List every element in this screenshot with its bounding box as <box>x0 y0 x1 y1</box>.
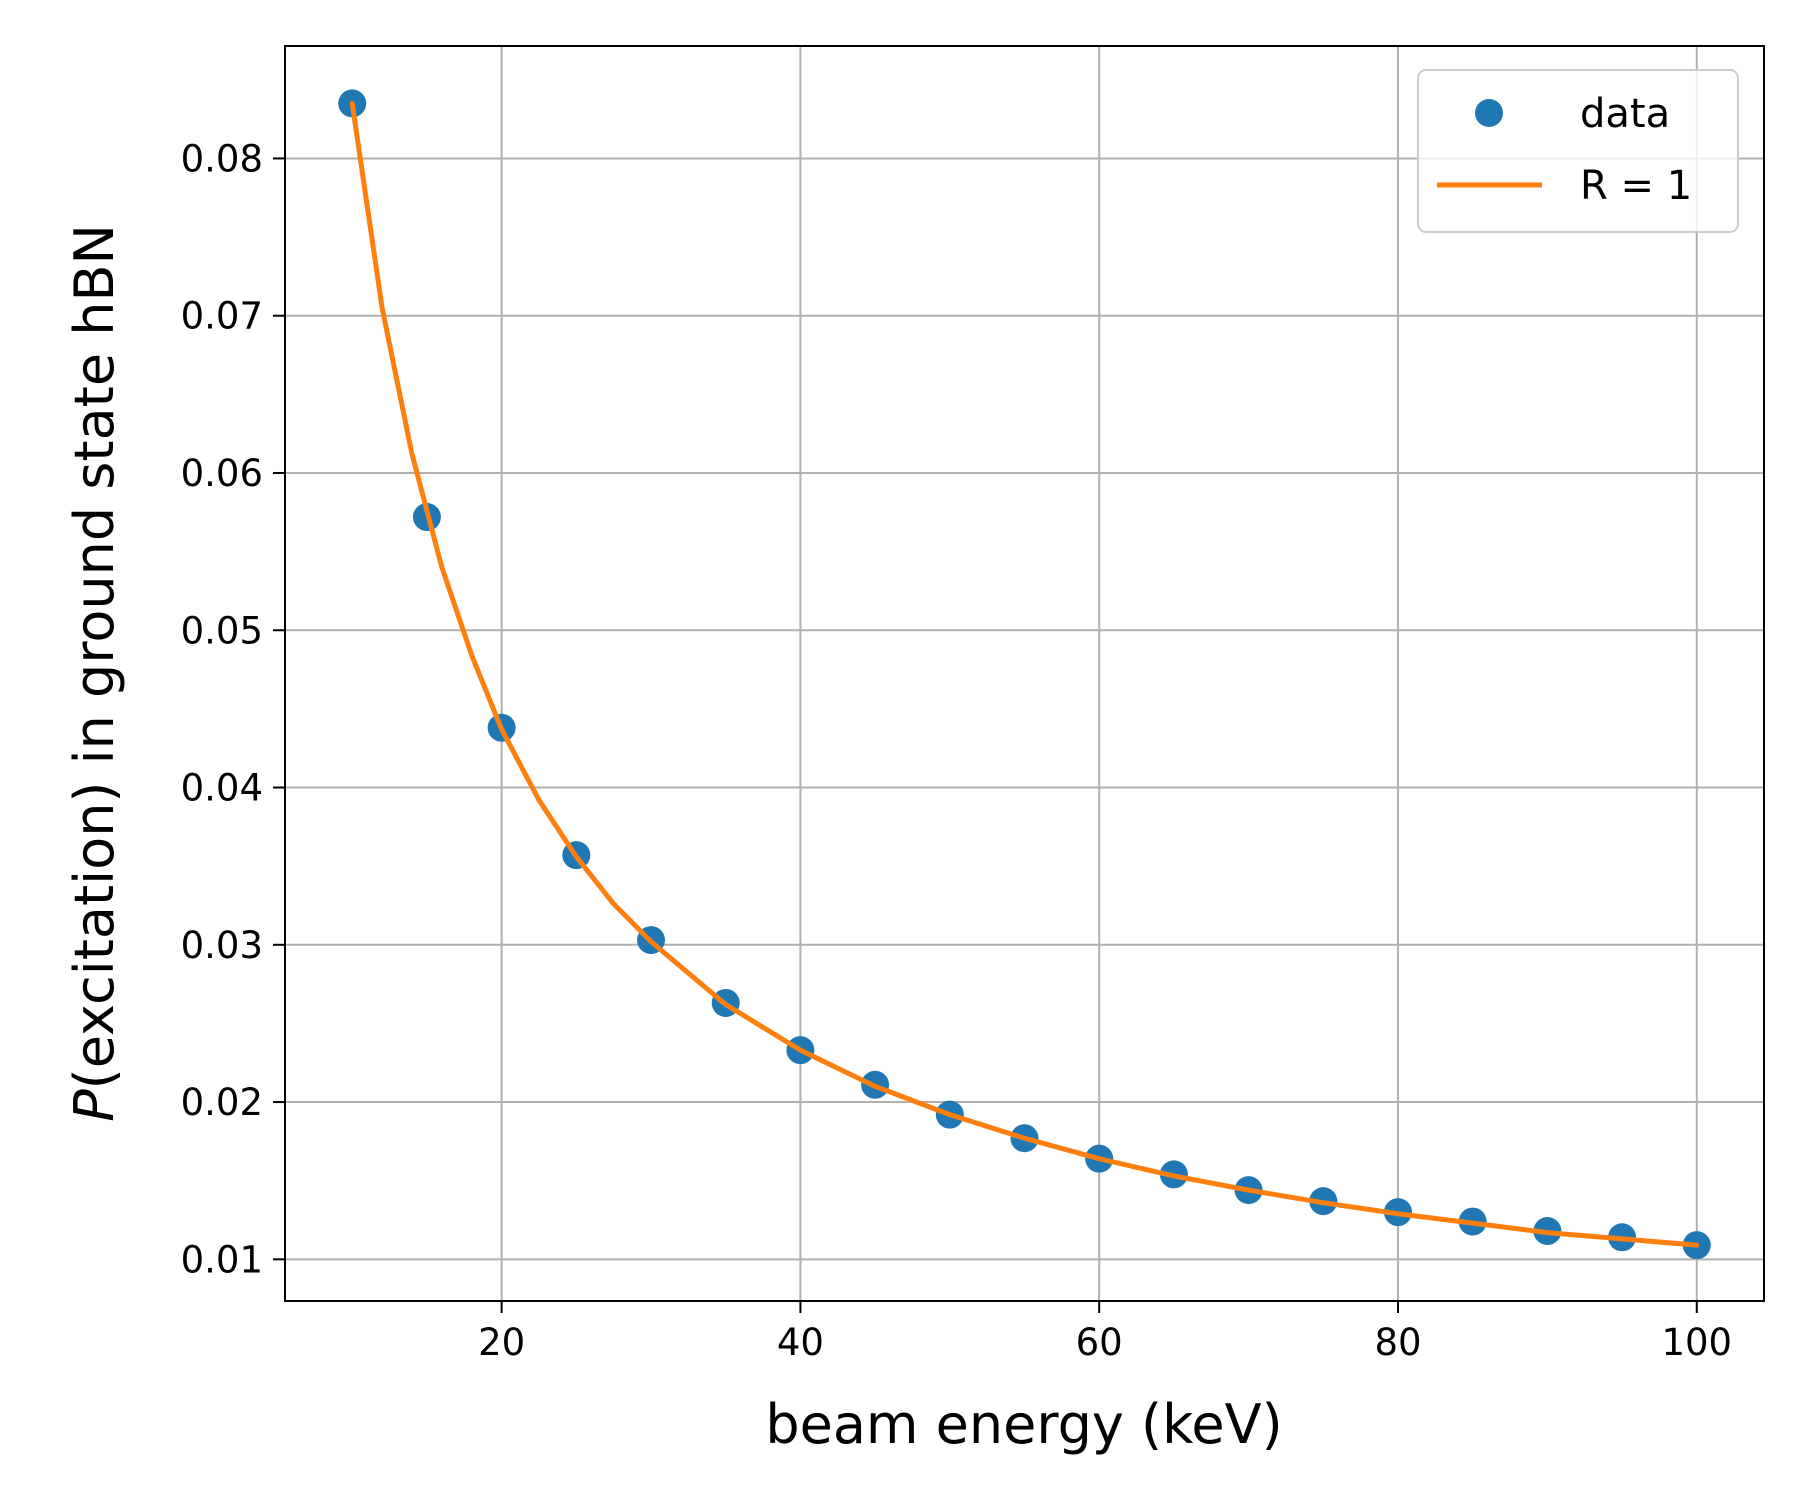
x-tick-label: 60 <box>1076 1321 1123 1364</box>
x-tick-label: 20 <box>478 1321 525 1364</box>
plot-area <box>285 46 1764 1301</box>
x-tick-label: 80 <box>1374 1321 1421 1364</box>
legend-label-fit: R = 1 <box>1580 163 1692 209</box>
x-tick-label: 40 <box>777 1321 824 1364</box>
y-tick-label: 0.05 <box>181 609 263 652</box>
series <box>338 89 1711 1260</box>
y-tick-label: 0.06 <box>181 452 263 495</box>
fit-line <box>349 100 1700 1248</box>
y-tick-label: 0.03 <box>181 924 263 967</box>
plot-frame <box>284 45 1765 1302</box>
y-tick-label: 0.07 <box>181 295 263 338</box>
y-tick-label: 0.08 <box>181 137 263 180</box>
y-tick-label: 0.02 <box>181 1081 263 1124</box>
legend-label-data: data <box>1580 91 1670 137</box>
x-tick-label: 100 <box>1661 1321 1732 1364</box>
ticks: 20 40 60 80 100 0.01 0.02 0.03 0.04 0.05 0.06 0.07 0… <box>181 137 1732 1364</box>
x-axis-label: beam energy (keV) <box>765 1393 1282 1456</box>
legend: data R = 1 <box>1417 69 1739 233</box>
y-tick-label: 0.04 <box>181 767 263 810</box>
y-axis-label-italic: P <box>63 1089 126 1122</box>
y-axis-label-rest: (excitation) in ground state hBN <box>63 224 126 1089</box>
y-tick-label: 0.01 <box>181 1238 263 1281</box>
legend-marker-data <box>1475 99 1503 127</box>
y-axis-label: P(excitation) in ground state hBN <box>63 224 126 1122</box>
